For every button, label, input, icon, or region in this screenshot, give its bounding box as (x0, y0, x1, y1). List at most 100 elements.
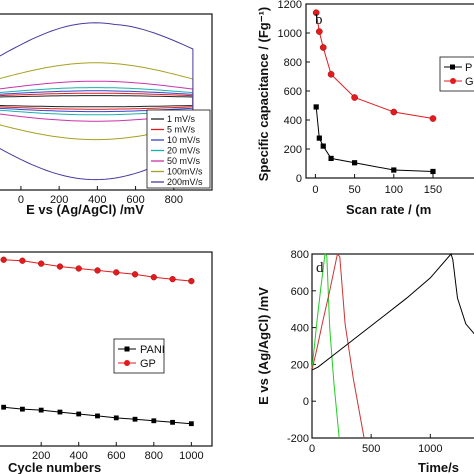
panel-c-series-1-point (76, 411, 82, 417)
panel-b-y-tick-label: 1000 (278, 28, 302, 40)
panel-c-ticks: 200 400 600 800 1000 (32, 442, 204, 462)
panel-b-series-2-point (351, 94, 358, 101)
panel-a-legend: 1 mV/s5 mV/s10 mV/s20 mV/s50 mV/s100mV/s… (146, 109, 211, 189)
panel-d-x-tick-label: 0 (309, 443, 315, 455)
panel-b: 0 200 400 600 800 1000 1200 0 50 100 150 PG b Scan… (256, 0, 474, 217)
panel-c-series-2-point (0, 256, 7, 263)
panel-b-ticks: 0 200 400 600 800 1000 1200 0 50 100 150 (278, 0, 443, 196)
panel-b-y-tick-label: 600 (284, 86, 302, 98)
panel-d-y-tick-label: 200 (291, 359, 309, 371)
panel-c-frame (0, 251, 213, 447)
panel-b-legend-marker (450, 64, 455, 70)
panel-d-y-tick-label: 600 (291, 286, 309, 298)
panel-d-curve-1 (311, 252, 340, 439)
panel-a-legend-label: 100mV/s (167, 167, 203, 177)
panel-b-x-tick-label: 0 (312, 184, 318, 196)
panel-c-x-axis-label: Cycle numbers (8, 460, 101, 474)
panel-b-series-2-point (319, 44, 327, 51)
panel-c-series-1-point (1, 404, 7, 410)
panel-c-x-tick-label: 1000 (179, 450, 203, 462)
panel-b-y-tick-label: 400 (284, 115, 302, 127)
panel-a-ticks: 0 200 400 600 800 (18, 186, 183, 206)
panel-c-x-tick-label: 400 (70, 450, 88, 462)
panel-d-frame (311, 253, 474, 439)
panel-b-series-2-point (312, 9, 320, 17)
panel-d-curve-2 (311, 252, 365, 439)
panel-d-y-tick-label: -200 (287, 433, 309, 445)
panel-b-series-2-point (429, 115, 437, 122)
panel-d-y-tick-label: 400 (291, 323, 309, 335)
panel-b-series-1-point (430, 168, 436, 175)
panel-a-legend-label: 10 mV/s (167, 135, 201, 145)
panel-a-legend-label: 50 mV/s (167, 156, 201, 166)
panel-b-x-axis-label: Scan rate / (m (346, 202, 431, 217)
panel-b-y-tick-label: 800 (284, 57, 302, 69)
panel-c-legend: PANI GP (113, 338, 165, 374)
panel-b-y-tick-label: 0 (296, 173, 302, 185)
panel-c: 200 400 600 800 1000 PANI GP Cycle numbers (0, 251, 213, 474)
panel-c-series (0, 256, 195, 427)
panel-b-series-2-point (327, 70, 335, 78)
panel-b-label: b (315, 12, 323, 28)
panel-d-x-tick-label: 1000 (418, 443, 442, 455)
panel-b-legend-label: G (465, 76, 474, 88)
panel-a-x-tick-label: 800 (165, 194, 183, 206)
panel-c-legend-label: PANI (140, 344, 165, 356)
panel-a-legend-label: 1 mV/s (167, 114, 196, 124)
panel-d-x-axis-label: Time/s (418, 460, 459, 474)
panel-b-series-1-point (316, 135, 322, 141)
panel-a-frame (0, 13, 213, 191)
panel-c-series-1-point (170, 419, 175, 425)
panel-b-y-axis-label: Specific capacitance / (Fg⁻¹) (256, 7, 271, 181)
panel-d-label: d (316, 260, 324, 276)
panel-b-series-1-point (313, 104, 319, 110)
panel-b-y-tick-label: 1200 (278, 0, 302, 11)
panel-c-series-1-point (113, 415, 119, 421)
panel-c-legend-marker (124, 360, 130, 366)
panel-b-series-2-point (390, 108, 398, 116)
panel-c-x-tick-label: 200 (32, 450, 50, 462)
panel-c-series-2-point (131, 271, 139, 278)
panel-c-series-1-point (38, 407, 44, 413)
panel-b-x-tick-label: 100 (385, 184, 403, 196)
panel-b-series-2-point (315, 28, 323, 35)
panel-b-series-1-point (320, 143, 326, 149)
panel-b-series (312, 9, 437, 175)
panel-c-x-tick-label: 600 (107, 450, 125, 462)
panel-b-legend: PG (439, 56, 474, 92)
panel-d-y-axis-label: E vs (Ag/AgCl) /mV (256, 287, 271, 405)
panel-a-x-tick-label: 400 (88, 194, 106, 206)
panel-d-x-tick-label: 500 (362, 443, 380, 455)
panel-c-series-1-point (151, 418, 157, 424)
panel-c-series-2-point (150, 274, 157, 281)
panel-c-legend-marker (124, 346, 130, 352)
panel-b-series-1-point (391, 167, 397, 173)
panel-c-series-1-point (57, 409, 63, 415)
panel-a-x-tick-label: 200 (50, 194, 68, 206)
panel-a-x-axis-label: E vs (Ag/AgCl) /mV (26, 202, 144, 217)
panel-a-x-tick-label: 600 (126, 194, 144, 206)
panel-d-curve-3 (311, 253, 474, 371)
panel-a-x-tick-label: 0 (18, 194, 24, 206)
panel-b-legend-box (439, 56, 474, 92)
panel-d-y-tick-label: 800 (291, 249, 309, 261)
panel-a: 0 200 400 600 800 1 mV/s5 mV/s10 mV/s20 mV/s… (0, 13, 213, 217)
panel-b-x-tick-label: 50 (348, 184, 360, 196)
panel-c-series-1-point (132, 416, 138, 422)
panel-c-series-2-point (113, 269, 120, 276)
panel-b-series-1-point (351, 160, 358, 166)
panel-c-legend-box (113, 338, 165, 374)
panel-a-legend-label: 200mV/s (167, 177, 203, 187)
panel-d-y-tick-label: 0 (303, 396, 309, 408)
panel-c-series-2-point (169, 276, 176, 283)
panel-b-x-tick-label: 150 (424, 184, 442, 196)
panel-c-series-1-point (188, 421, 194, 427)
panel-c-series-2-point (94, 267, 101, 274)
panel-c-series-2-point (19, 257, 26, 264)
panel-b-series-1-point (328, 155, 334, 162)
panel-c-series-2-point (75, 265, 82, 272)
